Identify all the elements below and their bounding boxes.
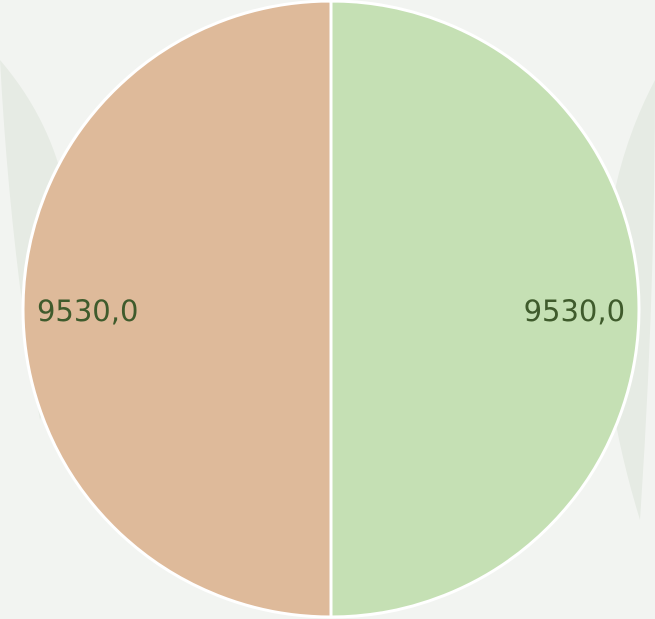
data-label: 9530,0 <box>524 294 625 328</box>
data-label: 9530,0 <box>37 294 138 328</box>
pie-slice <box>329 0 641 619</box>
pie-slice <box>21 0 333 619</box>
